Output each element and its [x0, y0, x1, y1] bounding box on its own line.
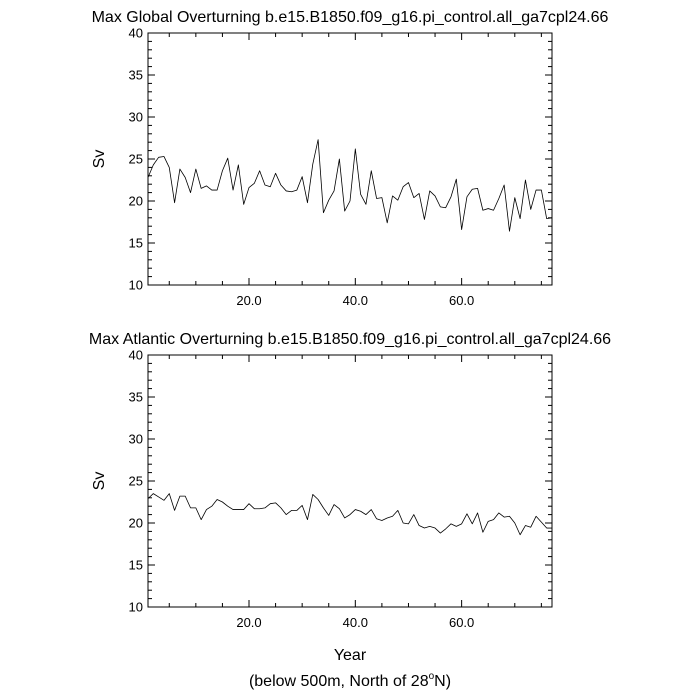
x-tick-labels: 20.0 40.0 60.0: [236, 615, 474, 630]
y-tick-label: 25: [129, 152, 143, 167]
x-tick-label: 20.0: [236, 293, 261, 308]
x-tick-label: 60.0: [449, 615, 474, 630]
tick-marks: [148, 32, 552, 286]
y-tick-label: 25: [129, 474, 143, 489]
y-tick-label: 40: [129, 348, 143, 363]
caption-main: (below 500m, North of 28: [249, 673, 429, 690]
global-overturning-panel: Max Global Overturning b.e15.B1850.f09_g…: [91, 9, 609, 308]
series-line: [147, 493, 552, 536]
y-tick-label: 35: [129, 68, 143, 83]
x-tick-label: 20.0: [236, 615, 261, 630]
y-axis-label: Sv: [91, 472, 108, 491]
y-tick-label: 10: [129, 600, 143, 615]
y-tick-label: 15: [129, 236, 143, 251]
series-layer: [147, 493, 552, 536]
chart-title: Max Global Overturning b.e15.B1850.f09_g…: [92, 9, 609, 26]
plot-frame: [147, 354, 553, 608]
y-tick-label: 30: [129, 432, 143, 447]
tick-marks: [148, 354, 552, 608]
x-tick-label: 60.0: [449, 293, 474, 308]
x-tick-label: 40.0: [343, 293, 368, 308]
plot-frame: [147, 32, 553, 286]
x-axis-label: Year: [334, 647, 367, 664]
atlantic-overturning-panel: Max Atlantic Overturning b.e15.B1850.f09…: [89, 331, 611, 630]
series-layer: [147, 139, 553, 232]
figure-caption: (below 500m, North of 28oN): [249, 671, 451, 690]
y-tick-labels: 10 15 20 25 30 35 40: [129, 348, 143, 615]
caption-end: N): [434, 673, 451, 690]
y-tick-label: 40: [129, 26, 143, 41]
x-tick-labels: 20.0 40.0 60.0: [236, 293, 474, 308]
y-axis-label: Sv: [91, 150, 108, 169]
chart-title: Max Atlantic Overturning b.e15.B1850.f09…: [89, 331, 611, 348]
y-tick-label: 15: [129, 558, 143, 573]
y-tick-label: 20: [129, 194, 143, 209]
x-tick-label: 40.0: [343, 615, 368, 630]
y-tick-label: 10: [129, 278, 143, 293]
y-tick-label: 20: [129, 516, 143, 531]
caption-degree-sign: o: [429, 671, 435, 682]
series-line: [147, 139, 553, 232]
y-tick-label: 30: [129, 110, 143, 125]
y-tick-labels: 10 15 20 25 30 35 40: [129, 26, 143, 293]
y-tick-label: 35: [129, 390, 143, 405]
